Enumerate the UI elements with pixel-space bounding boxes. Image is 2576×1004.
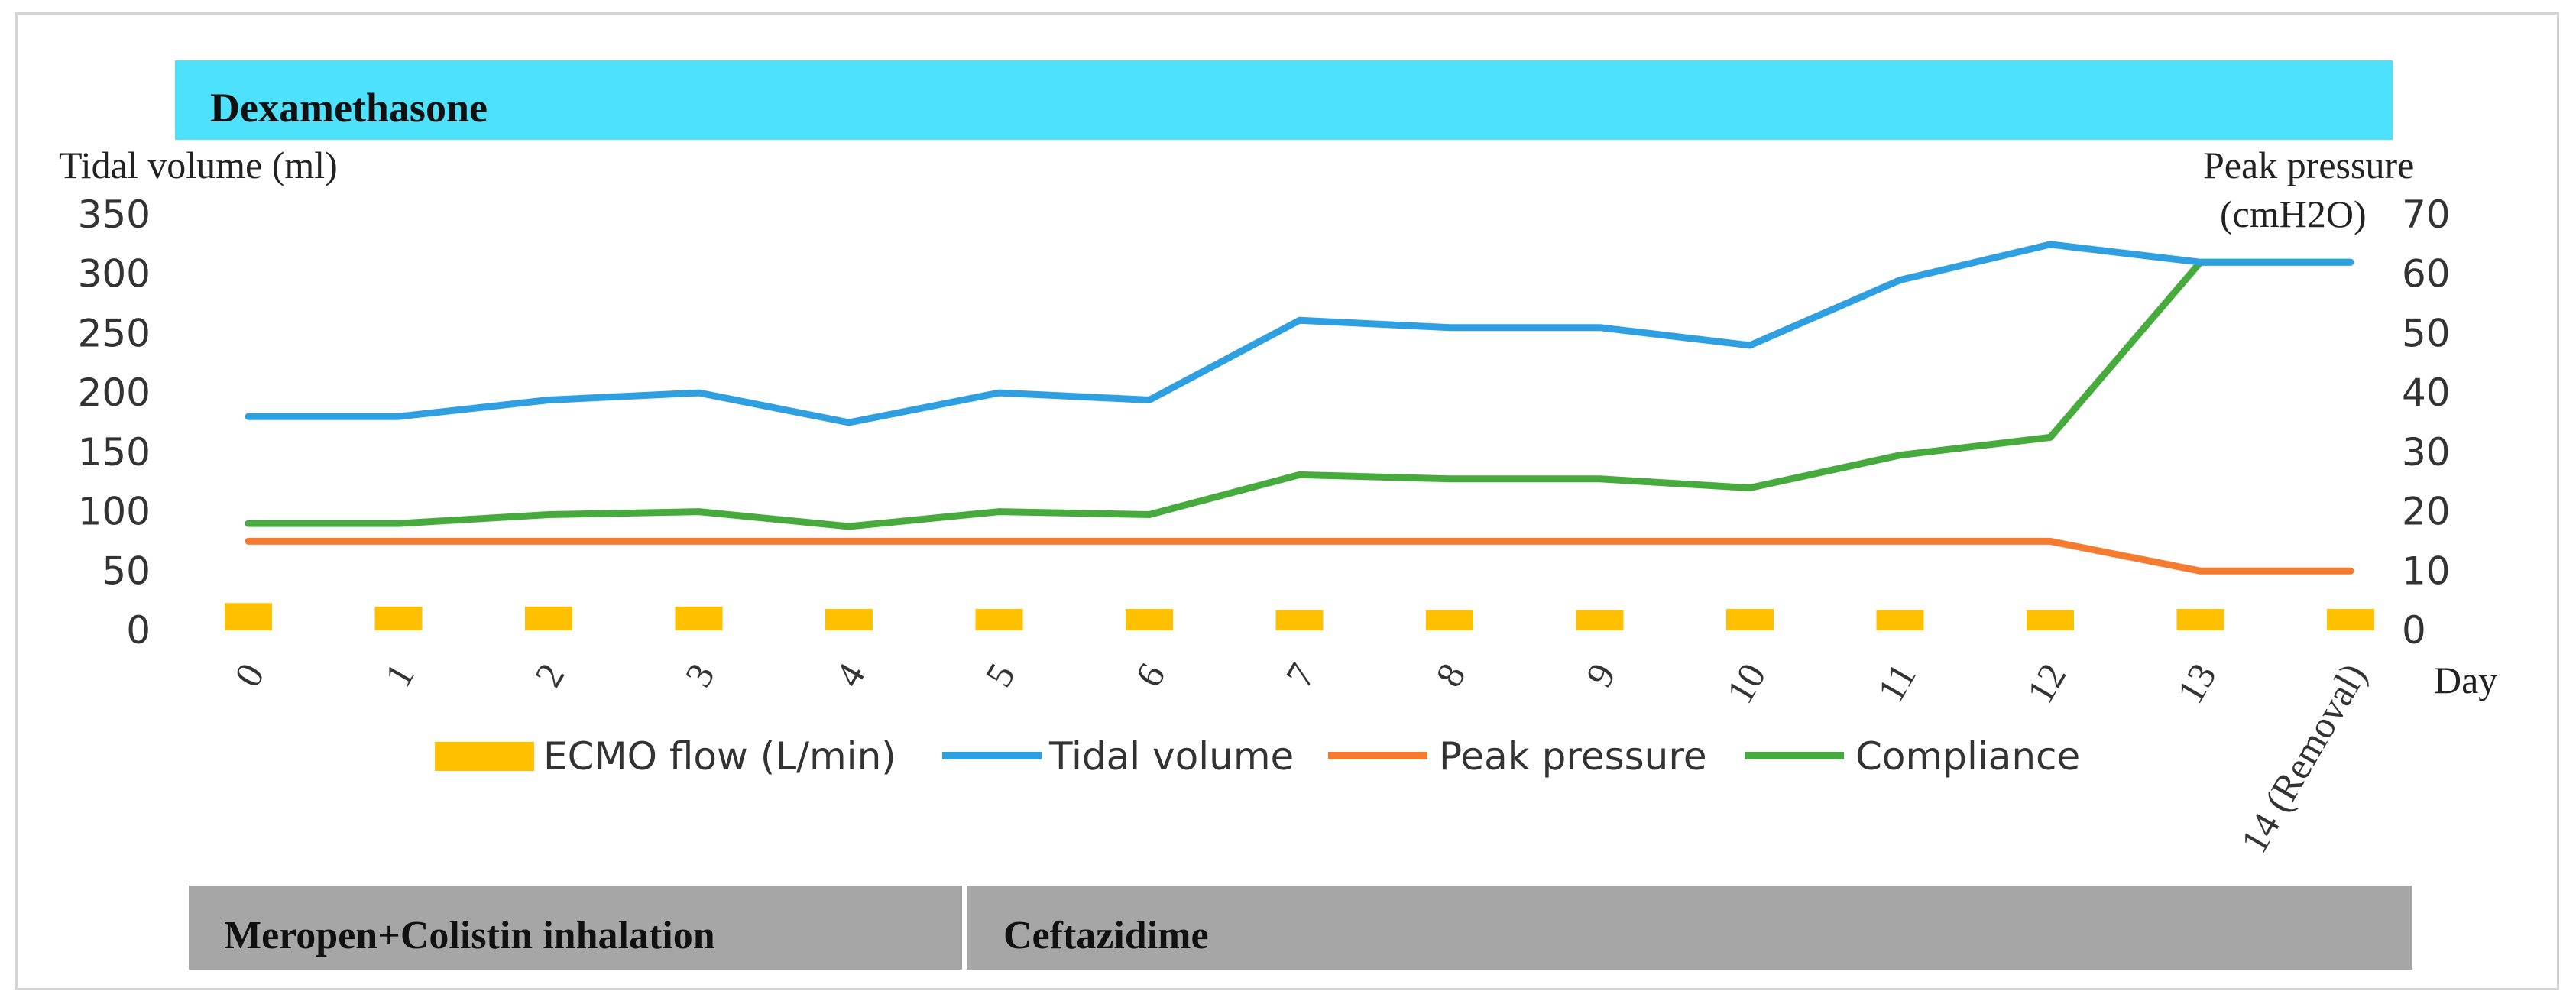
y-right-tick-label: 30 (2402, 430, 2451, 474)
y-left-tick-label: 150 (78, 430, 151, 474)
x-tick-label: 13 (2169, 656, 2224, 711)
y-left-tick-label: 250 (78, 311, 151, 355)
x-tick-label: 4 (827, 656, 873, 695)
ecmo-flow-bar (1726, 609, 1774, 630)
y-right-tick-label: 50 (2402, 311, 2451, 355)
x-tick-label: 2 (527, 656, 573, 695)
ecmo-flow-bar (1275, 610, 1324, 630)
legend-label-compliance: Compliance (1855, 734, 2080, 779)
x-tick-label: 9 (1577, 656, 1624, 695)
ecmo-flow-bar (525, 606, 572, 630)
right-axis-title-line2: (cmH2O) (2220, 193, 2367, 235)
x-tick-label: 8 (1427, 656, 1474, 695)
ecmo-flow-bar (2027, 610, 2074, 630)
ecmo-flow-bar (1576, 610, 1624, 630)
y-left-tick-label: 0 (126, 608, 151, 653)
legend-label-ecmo-flow: ECMO flow (L/min) (543, 734, 896, 779)
y-right-tick-label: 60 (2402, 252, 2451, 296)
ceftazidime-bar (967, 886, 2412, 970)
ecmo-flow-bar (1126, 609, 1173, 630)
ecmo-flow-bar (1426, 610, 1473, 630)
legend: ECMO flow (L/min) Tidal volume Peak pres… (435, 734, 2080, 779)
x-tick-label: 12 (2018, 656, 2074, 711)
ecmo-flow-bar (825, 609, 873, 630)
y-right-tick-label: 20 (2402, 490, 2451, 534)
y-left-tick-label: 350 (78, 193, 151, 237)
ceftazidime-label: Ceftazidime (1003, 914, 1209, 957)
y-right-tick-label: 70 (2402, 193, 2451, 237)
x-axis-title: Day (2434, 659, 2497, 701)
legend-swatch-ecmo-flow (435, 742, 534, 771)
ecmo-flow-bar (675, 606, 723, 630)
dexamethasone-bar (175, 60, 2393, 140)
x-tick-label: 11 (1868, 656, 1924, 710)
y-left-tick-label: 300 (78, 252, 151, 296)
legend-label-peak-pressure: Peak pressure (1439, 734, 1707, 779)
compliance-line (245, 258, 2354, 530)
chart: Dexamethasone Tidal volume (ml) Peak pre… (59, 60, 2497, 970)
y-left-tick-label: 200 (78, 371, 151, 415)
meropen-colistin-bar (189, 886, 962, 970)
y-left-tick-label: 50 (102, 549, 151, 593)
x-tick-label: 6 (1127, 656, 1174, 695)
left-axis-title: Tidal volume (ml) (59, 144, 338, 186)
x-tick-label: 1 (376, 656, 423, 695)
x-tick-label: 5 (977, 656, 1023, 695)
peak-pressure-line (245, 537, 2354, 575)
ecmo-flow-bar (1876, 610, 1924, 630)
dexamethasone-label: Dexamethasone (210, 85, 488, 131)
tidal-volume-line (245, 241, 2354, 426)
x-tick-label: 7 (1277, 656, 1324, 695)
figure-frame: Dexamethasone Tidal volume (ml) Peak pre… (15, 12, 2559, 990)
ecmo-flow-bar (975, 609, 1023, 630)
ecmo-flow-bar (2176, 609, 2224, 630)
x-tick-label: 14 (Removal) (2232, 656, 2375, 860)
ecmo-flow-bar (225, 603, 272, 630)
y-right-tick-label: 10 (2402, 549, 2451, 593)
ecmo-flow-bar (2327, 609, 2374, 630)
y-right-tick-label: 0 (2402, 608, 2426, 653)
x-tick-label: 10 (1718, 656, 1774, 711)
y-right-tick-label: 40 (2402, 371, 2451, 415)
y-left-tick-label: 100 (78, 490, 151, 534)
x-tick-label: 3 (676, 656, 723, 695)
right-axis-title-line1: Peak pressure (2203, 144, 2414, 186)
legend-label-tidal-volume: Tidal volume (1048, 734, 1294, 779)
ecmo-flow-bar (374, 606, 423, 630)
meropen-colistin-label: Meropen+Colistin inhalation (224, 914, 715, 957)
x-tick-label: 0 (226, 656, 273, 695)
